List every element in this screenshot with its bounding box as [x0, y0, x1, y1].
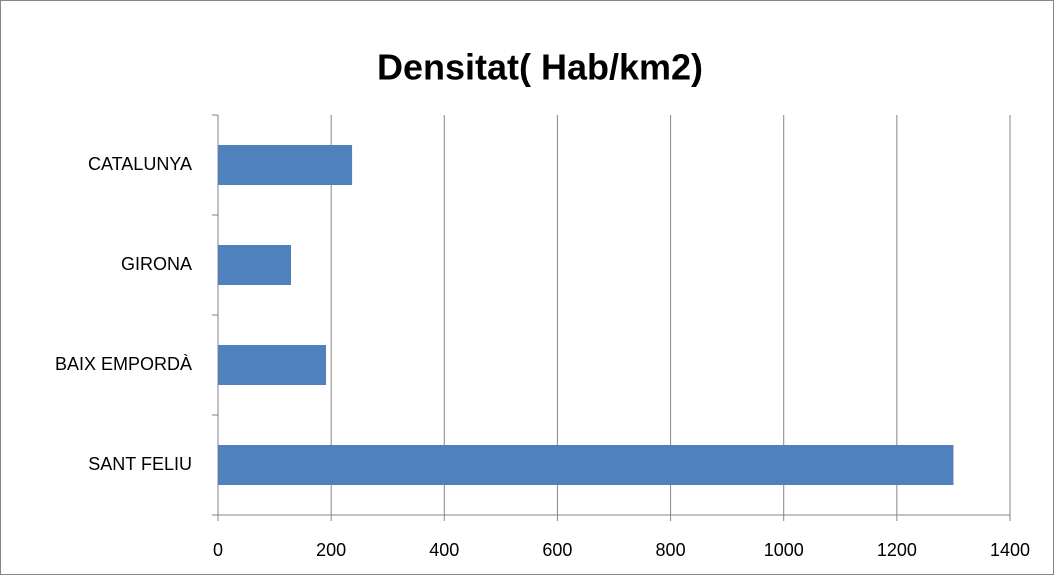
y-tick-label: CATALUNYA: [88, 154, 192, 174]
x-tick-label: 200: [316, 540, 346, 560]
y-tick-label: GIRONA: [121, 254, 192, 274]
x-tick-label: 1000: [764, 540, 804, 560]
y-tick-label: BAIX EMPORDÀ: [55, 354, 192, 374]
x-tick-label: 800: [656, 540, 686, 560]
x-tick-label: 1400: [990, 540, 1030, 560]
x-tick-label: 600: [542, 540, 572, 560]
bar: [218, 245, 291, 285]
x-tick-label: 0: [213, 540, 223, 560]
bar: [218, 145, 353, 185]
y-tick-label: SANT FELIU: [88, 454, 192, 474]
bar: [218, 345, 327, 385]
x-tick-label: 1200: [877, 540, 917, 560]
chart-title: Densitat( Hab/km2): [377, 47, 703, 88]
bar: [218, 445, 954, 485]
x-tick-label: 400: [429, 540, 459, 560]
